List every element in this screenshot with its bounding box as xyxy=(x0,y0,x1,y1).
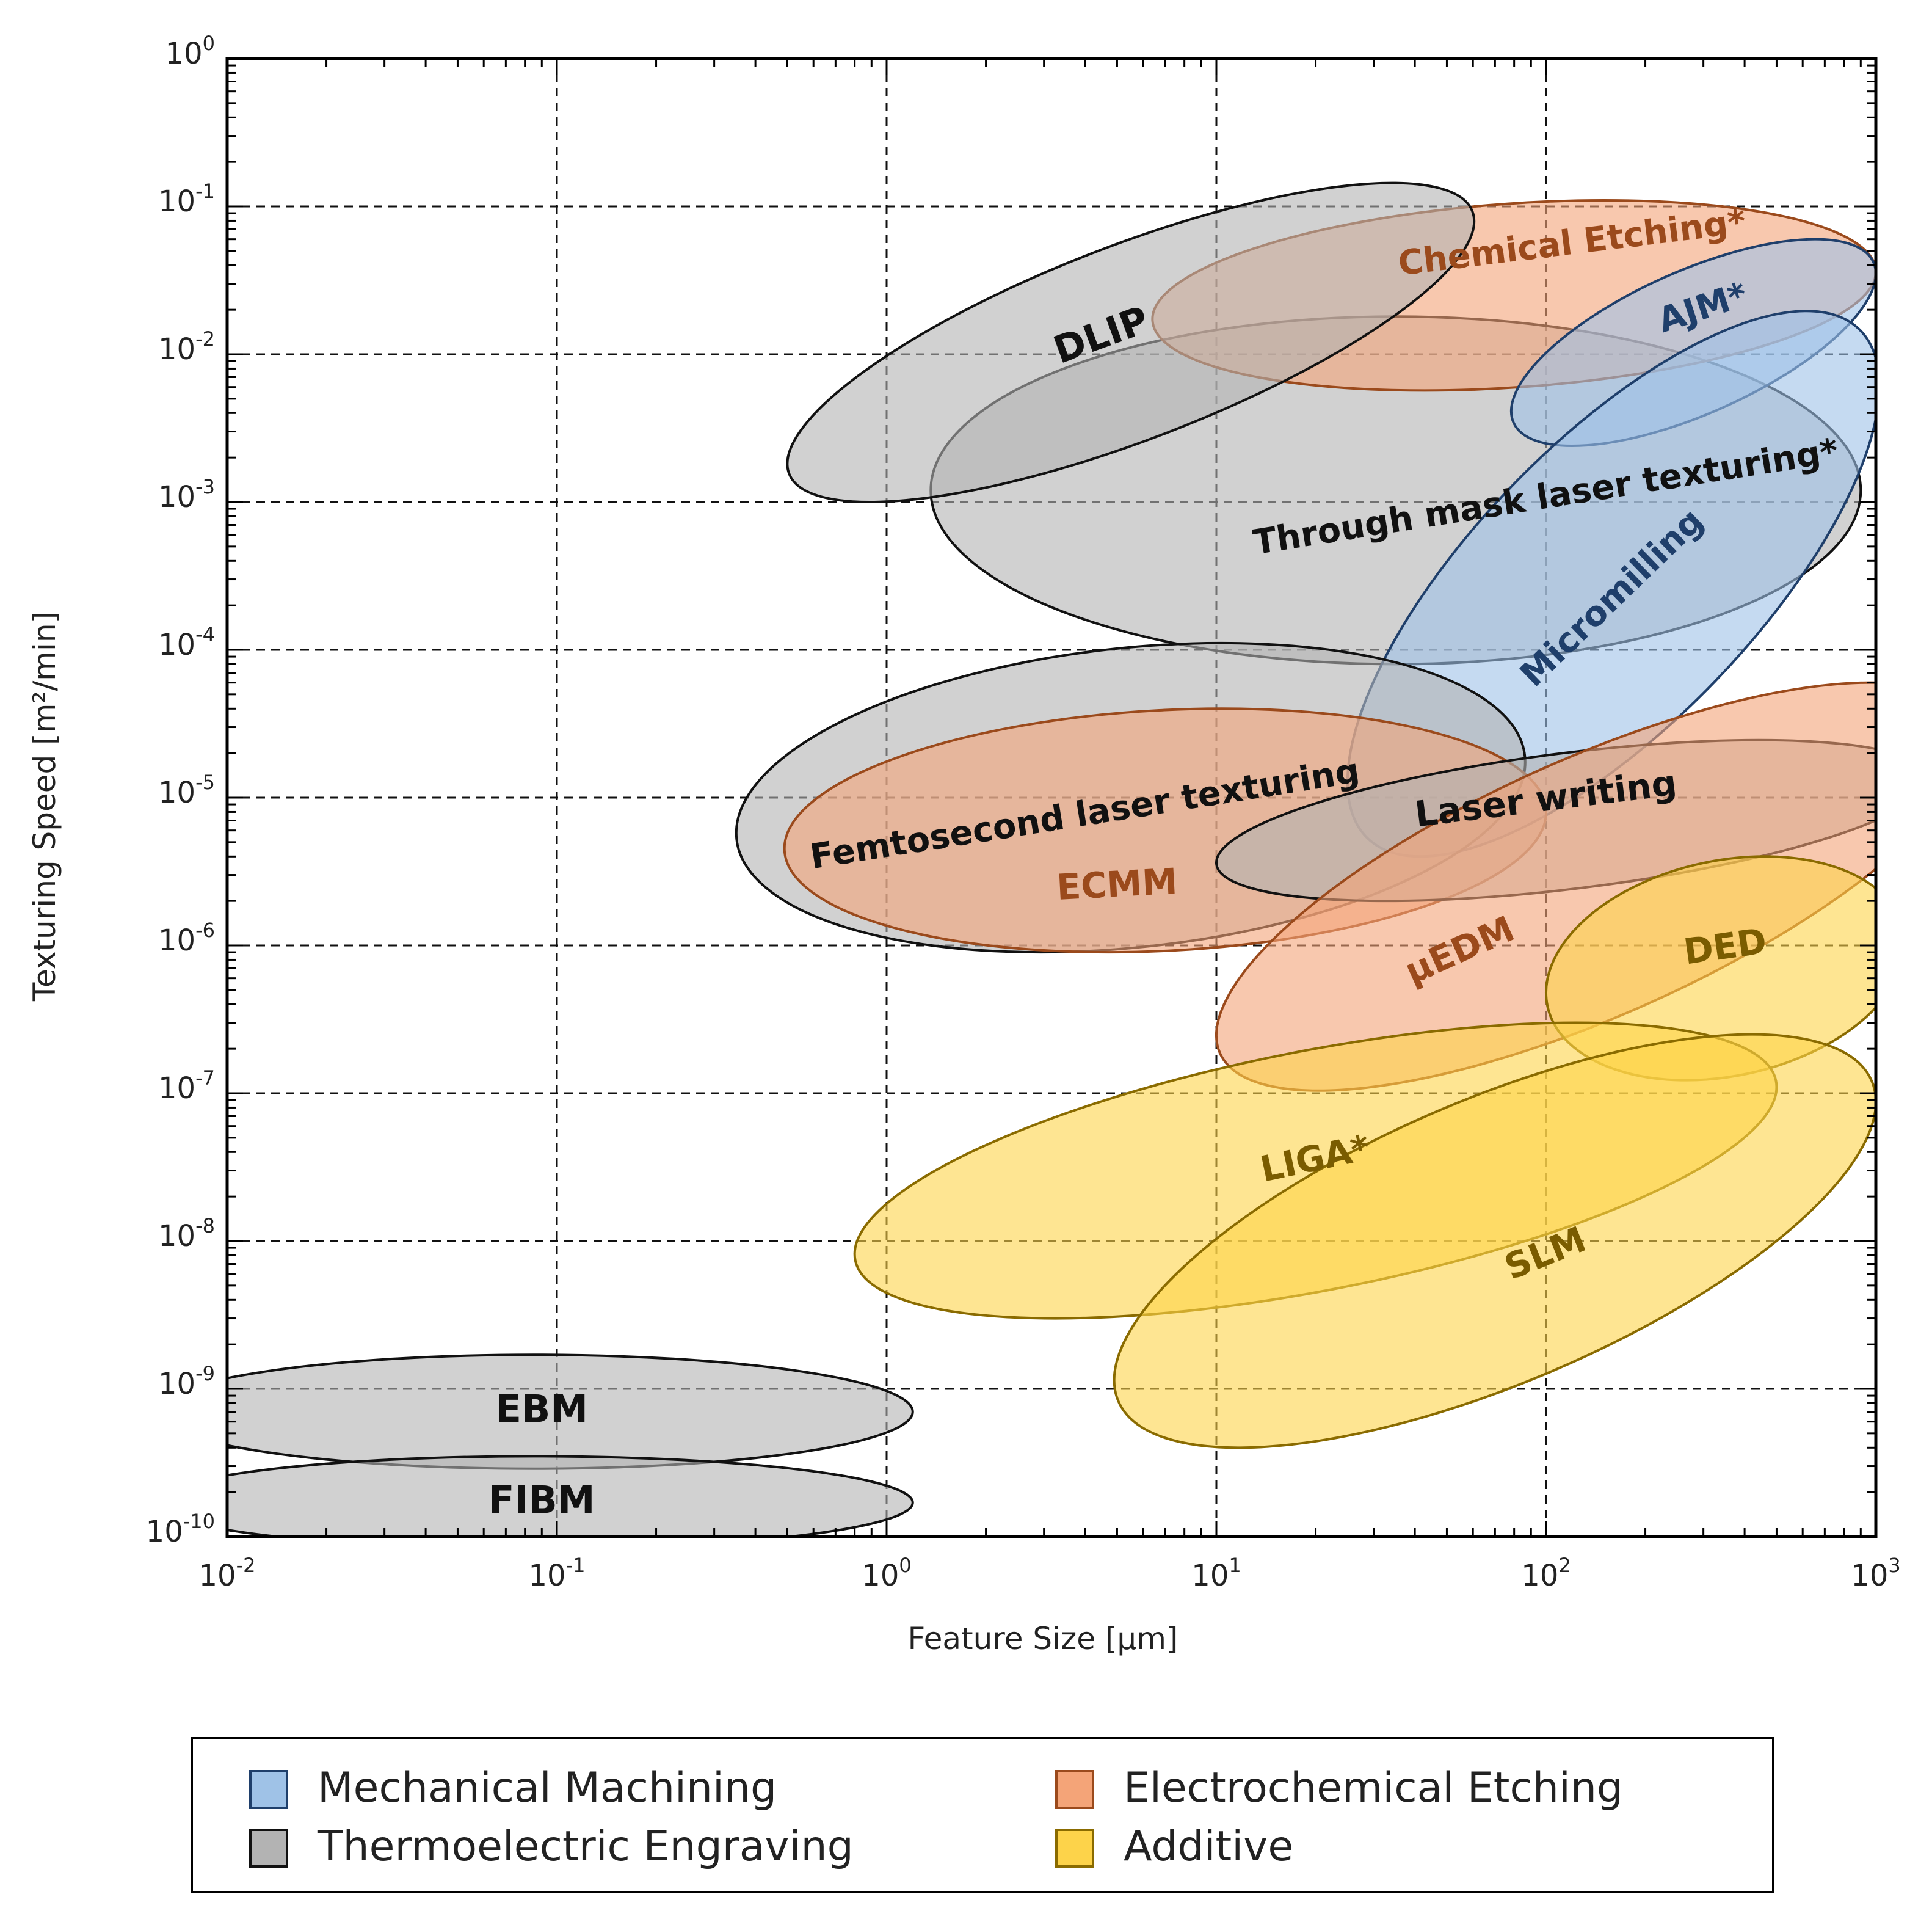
legend-swatch-thermoelectric xyxy=(249,1829,288,1868)
x-tick-label: 10-2 xyxy=(199,1554,256,1593)
legend-swatch-mechanical xyxy=(249,1770,288,1809)
y-tick-label: 10-1 xyxy=(158,180,215,219)
regions xyxy=(227,181,1876,1537)
region-slm xyxy=(1113,1033,1876,1449)
region-fibm xyxy=(227,1455,914,1537)
y-tick-label: 10-2 xyxy=(158,327,215,366)
legend-label-additive: Additive xyxy=(1124,1822,1293,1871)
legend-swatch-electrochemical xyxy=(1055,1770,1094,1809)
region-label-ecmm: ECMM xyxy=(1056,861,1178,908)
y-tick-label: 10-4 xyxy=(158,623,215,662)
region-label-ebm: EBM xyxy=(496,1387,588,1432)
region-label-fibm: FIBM xyxy=(488,1477,595,1522)
region-dlip xyxy=(786,181,1476,504)
legend-swatch-additive xyxy=(1055,1829,1094,1868)
x-tick-label: 10-1 xyxy=(529,1554,586,1593)
x-tick-label: 102 xyxy=(1521,1554,1571,1593)
y-tick-label: 10-9 xyxy=(158,1362,215,1401)
legend-label-mechanical: Mechanical Machining xyxy=(318,1764,777,1812)
y-tick-label: 10-10 xyxy=(146,1510,215,1549)
legend-box xyxy=(191,1737,1774,1893)
legend: Mechanical Machining Electrochemical Etch… xyxy=(191,1737,1774,1893)
y-tick-label: 100 xyxy=(165,32,215,71)
ticks: 10-2 10-1 100 101 102 103 100 10-1 10-2 10-3 10-4 1… xyxy=(146,32,1901,1593)
y-tick-label: 10-8 xyxy=(158,1214,215,1253)
x-tick-label: 103 xyxy=(1851,1554,1900,1593)
y-tick-label: 10-3 xyxy=(158,475,215,514)
x-tick-label: 101 xyxy=(1191,1554,1241,1593)
y-axis-label: Texturing Speed [m²/min] xyxy=(27,611,62,1002)
legend-label-thermoelectric: Thermoelectric Engraving xyxy=(317,1822,854,1871)
y-tick-label: 10-6 xyxy=(158,919,215,958)
y-tick-label: 10-7 xyxy=(158,1066,215,1105)
x-axis-label: Feature Size [µm] xyxy=(908,1621,1178,1656)
legend-label-electrochemical: Electrochemical Etching xyxy=(1124,1764,1623,1812)
y-tick-label: 10-5 xyxy=(158,771,215,810)
x-tick-label: 100 xyxy=(862,1554,911,1593)
